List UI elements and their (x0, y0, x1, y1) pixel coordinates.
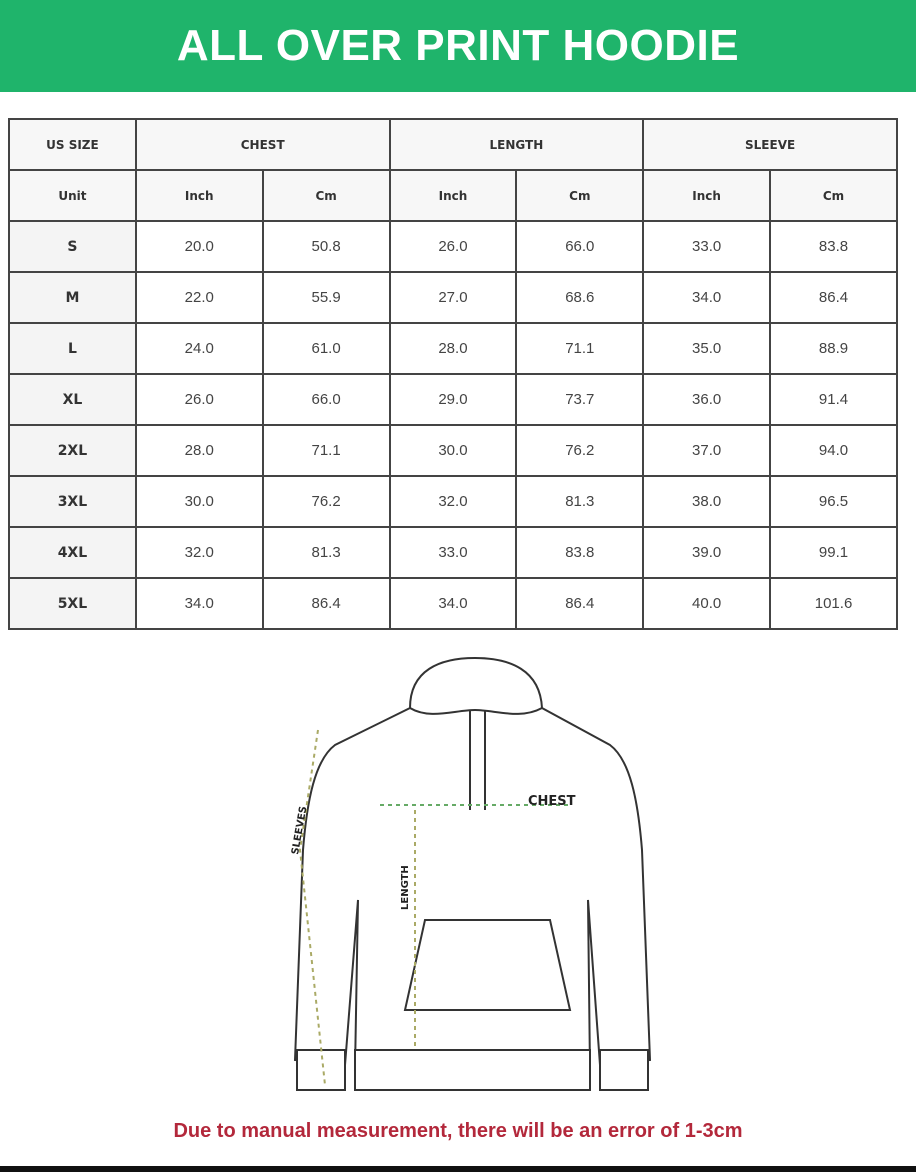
value-cell: 86.4 (261, 577, 391, 630)
bottom-border (0, 1166, 916, 1172)
value-cell: 20.0 (134, 220, 264, 273)
table-row: S 20.0 50.8 26.0 66.0 33.0 83.8 (8, 220, 898, 273)
value-cell: 24.0 (134, 322, 264, 375)
value-cell: 32.0 (388, 475, 518, 528)
pocket (403, 919, 572, 1011)
value-cell: 99.1 (769, 526, 898, 579)
header-sleeve: SLEEVE (642, 118, 898, 171)
value-cell: 101.6 (769, 577, 898, 630)
title-banner: ALL OVER PRINT HOODIE (0, 0, 916, 92)
table-row: 5XL 34.0 86.4 34.0 86.4 40.0 101.6 (8, 577, 898, 630)
size-cell: 4XL (8, 526, 137, 579)
value-cell: 27.0 (388, 271, 518, 324)
value-cell: 68.6 (515, 271, 645, 324)
size-cell: XL (8, 373, 137, 426)
value-cell: 38.0 (642, 475, 772, 528)
value-cell: 33.0 (642, 220, 772, 273)
waistband (354, 1049, 591, 1091)
size-cell: 3XL (8, 475, 137, 528)
value-cell: 33.0 (388, 526, 518, 579)
size-cell: S (8, 220, 137, 273)
value-cell: 34.0 (642, 271, 772, 324)
table-row: XL 26.0 66.0 29.0 73.7 36.0 91.4 (8, 373, 898, 426)
unit-cell: Inch (134, 169, 264, 222)
value-cell: 81.3 (515, 475, 645, 528)
value-cell: 61.0 (261, 322, 391, 375)
unit-cell: Cm (261, 169, 391, 222)
value-cell: 71.1 (261, 424, 391, 477)
header-length: LENGTH (388, 118, 645, 171)
table-row: M 22.0 55.9 27.0 68.6 34.0 86.4 (8, 271, 898, 324)
value-cell: 28.0 (388, 322, 518, 375)
value-cell: 66.0 (515, 220, 645, 273)
unit-cell: Inch (642, 169, 772, 222)
value-cell: 76.2 (515, 424, 645, 477)
length-label: LENGTH (400, 865, 411, 910)
value-cell: 30.0 (134, 475, 264, 528)
value-cell: 86.4 (515, 577, 645, 630)
drawstring (469, 710, 486, 810)
value-cell: 96.5 (769, 475, 898, 528)
measurement-note: Due to manual measurement, there will be… (173, 1120, 743, 1142)
header-unit: Unit (8, 169, 137, 222)
value-cell: 34.0 (134, 577, 264, 630)
value-cell: 73.7 (515, 373, 645, 426)
value-cell: 32.0 (134, 526, 264, 579)
value-cell: 55.9 (261, 271, 391, 324)
value-cell: 91.4 (769, 373, 898, 426)
sleeves-label: SLEEVES (290, 805, 309, 855)
size-cell: 2XL (8, 424, 137, 477)
value-cell: 39.0 (642, 526, 772, 579)
value-cell: 83.8 (515, 526, 645, 579)
chest-label: CHEST (528, 794, 576, 809)
unit-cell: Inch (388, 169, 518, 222)
unit-header-row: Unit Inch Cm Inch Cm Inch Cm (8, 169, 898, 222)
sleeve-measure-line (298, 729, 326, 1086)
table-row: 3XL 30.0 76.2 32.0 81.3 38.0 96.5 (8, 475, 898, 528)
value-cell: 28.0 (134, 424, 264, 477)
size-cell: L (8, 322, 137, 375)
value-cell: 71.1 (515, 322, 645, 375)
value-cell: 83.8 (769, 220, 898, 273)
page-title: ALL OVER PRINT HOODIE (176, 21, 740, 70)
value-cell: 81.3 (261, 526, 391, 579)
value-cell: 76.2 (261, 475, 391, 528)
unit-cell: Cm (769, 169, 898, 222)
value-cell: 22.0 (134, 271, 264, 324)
value-cell: 88.9 (769, 322, 898, 375)
hoodie-diagram: CHEST LENGTH SLEEVES (290, 656, 652, 1091)
size-cell: 5XL (8, 577, 137, 630)
header-us-size: US SIZE (8, 118, 137, 171)
value-cell: 86.4 (769, 271, 898, 324)
value-cell: 35.0 (642, 322, 772, 375)
value-cell: 66.0 (261, 373, 391, 426)
value-cell: 94.0 (769, 424, 898, 477)
size-cell: M (8, 271, 137, 324)
hood-line (409, 707, 543, 715)
value-cell: 26.0 (134, 373, 264, 426)
value-cell: 29.0 (388, 373, 518, 426)
value-cell: 40.0 (642, 577, 772, 630)
value-cell: 36.0 (642, 373, 772, 426)
size-chart-table: US SIZE CHEST LENGTH SLEEVE Unit Inch Cm… (8, 118, 898, 630)
table-row: 4XL 32.0 81.3 33.0 83.8 39.0 99.1 (8, 526, 898, 579)
table-row: 2XL 28.0 71.1 30.0 76.2 37.0 94.0 (8, 424, 898, 477)
table-row: L 24.0 61.0 28.0 71.1 35.0 88.9 (8, 322, 898, 375)
hoodie-outline (293, 656, 652, 1071)
group-header-row: US SIZE CHEST LENGTH SLEEVE (8, 118, 898, 171)
value-cell: 30.0 (388, 424, 518, 477)
unit-cell: Cm (515, 169, 645, 222)
value-cell: 34.0 (388, 577, 518, 630)
right-cuff (599, 1049, 649, 1091)
value-cell: 50.8 (261, 220, 391, 273)
header-chest: CHEST (134, 118, 391, 171)
value-cell: 26.0 (388, 220, 518, 273)
value-cell: 37.0 (642, 424, 772, 477)
